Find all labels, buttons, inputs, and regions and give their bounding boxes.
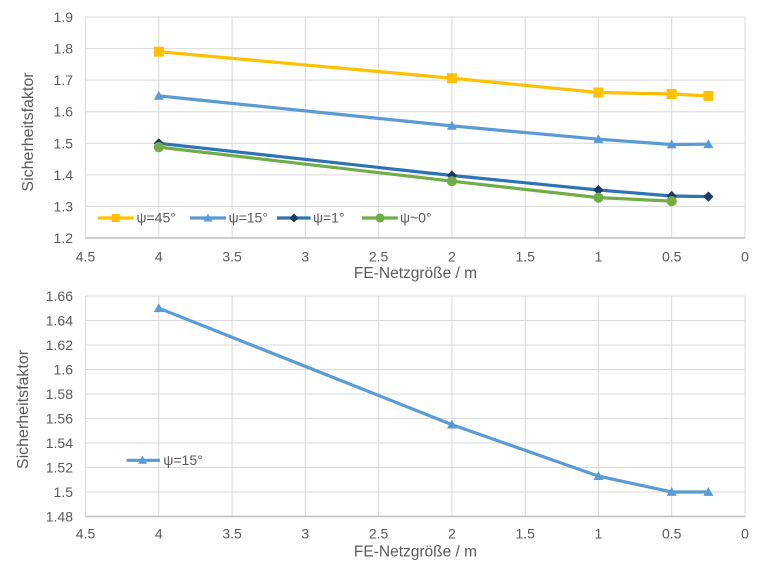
svg-text:0: 0 [741, 526, 749, 542]
svg-text:ψ=15°: ψ=15° [229, 210, 268, 226]
svg-text:3.5: 3.5 [222, 249, 242, 265]
svg-text:1.48: 1.48 [46, 509, 73, 525]
svg-text:1.6: 1.6 [54, 104, 74, 120]
svg-text:FE-Netzgröße / m: FE-Netzgröße / m [354, 265, 477, 282]
svg-text:1.7: 1.7 [54, 72, 74, 88]
svg-text:2: 2 [448, 526, 456, 542]
svg-text:1.52: 1.52 [46, 460, 73, 476]
svg-text:1.5: 1.5 [515, 249, 535, 265]
svg-text:2.5: 2.5 [369, 249, 389, 265]
svg-text:Sicherheitsfaktor: Sicherheitsfaktor [15, 349, 32, 469]
svg-text:ψ=45°: ψ=45° [137, 210, 176, 226]
svg-text:1.5: 1.5 [54, 135, 74, 151]
svg-text:1.62: 1.62 [46, 337, 73, 353]
svg-text:2: 2 [448, 249, 456, 265]
svg-text:3: 3 [301, 526, 309, 542]
svg-text:0.5: 0.5 [662, 526, 682, 542]
svg-text:4.5: 4.5 [76, 526, 96, 542]
svg-text:1.2: 1.2 [54, 230, 74, 246]
svg-text:1.4: 1.4 [54, 167, 74, 183]
svg-text:0.5: 0.5 [662, 249, 682, 265]
svg-text:3.5: 3.5 [222, 526, 242, 542]
svg-text:3: 3 [301, 249, 309, 265]
svg-text:ψ=1°: ψ=1° [313, 210, 345, 226]
svg-text:ψ~0°: ψ~0° [400, 210, 432, 226]
svg-text:4: 4 [155, 526, 163, 542]
svg-text:1.58: 1.58 [46, 386, 73, 402]
svg-text:1.66: 1.66 [46, 288, 73, 304]
svg-text:1.54: 1.54 [46, 435, 73, 451]
svg-text:1.9: 1.9 [54, 9, 74, 25]
svg-text:ψ=15°: ψ=15° [163, 452, 202, 468]
svg-text:1.6: 1.6 [54, 362, 74, 378]
svg-text:1: 1 [595, 249, 603, 265]
svg-text:0: 0 [741, 249, 749, 265]
svg-text:2.5: 2.5 [369, 526, 389, 542]
svg-text:4.5: 4.5 [76, 249, 96, 265]
svg-text:1.3: 1.3 [54, 198, 74, 214]
svg-text:1: 1 [595, 526, 603, 542]
svg-text:1.56: 1.56 [46, 411, 73, 427]
svg-text:1.8: 1.8 [54, 41, 74, 57]
svg-text:4: 4 [155, 249, 163, 265]
svg-text:1.64: 1.64 [46, 313, 73, 329]
svg-text:1.5: 1.5 [515, 526, 535, 542]
svg-text:1.5: 1.5 [54, 484, 74, 500]
svg-text:Sicherheitsfaktor: Sicherheitsfaktor [20, 72, 37, 192]
svg-text:FE-Netzgröße / m: FE-Netzgröße / m [354, 544, 477, 561]
